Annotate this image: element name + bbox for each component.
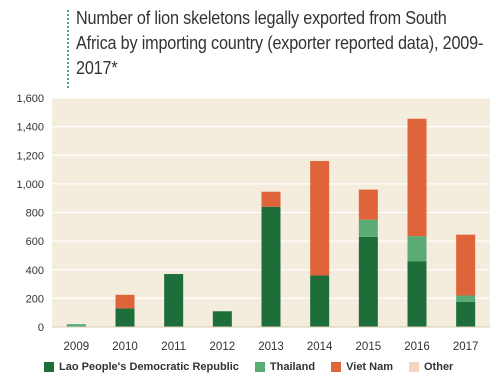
bar-segment (261, 206, 281, 327)
bar-segment (261, 191, 281, 207)
legend-item: Other (409, 361, 453, 373)
y-tick-label: 0 (38, 322, 44, 334)
bar-segment (358, 236, 378, 327)
legend-item: Viet Nam (331, 361, 393, 373)
bar-segment (456, 301, 476, 327)
y-tick-label: 800 (26, 208, 44, 220)
legend-swatch (409, 362, 419, 372)
x-tick-label: 2010 (112, 341, 138, 353)
bar-segment (66, 324, 86, 327)
legend-swatch (254, 362, 265, 372)
legend-swatch (44, 362, 54, 372)
bar-segment (212, 311, 232, 327)
y-tick-label: 1,200 (16, 150, 44, 162)
x-tick-label: 2014 (307, 341, 333, 353)
y-tick-label: 1,000 (16, 179, 44, 191)
y-tick-label: 1,400 (16, 122, 44, 134)
bar-segment (407, 236, 427, 262)
bar-segment (164, 274, 184, 327)
bar-segment (115, 308, 135, 327)
x-tick-label: 2009 (64, 341, 90, 353)
y-tick-label: 1,600 (16, 93, 44, 105)
legend-label: Other (424, 361, 454, 373)
chart-title: Number of lion skeletons legally exporte… (76, 8, 484, 78)
x-tick-label: 2011 (161, 341, 186, 353)
x-tick-label: 2012 (210, 341, 236, 353)
bar-segment (310, 275, 330, 327)
bar-segment (358, 189, 378, 220)
chart-title-block: Number of lion skeletons legally exporte… (67, 6, 490, 88)
legend-label: Lao People's Democratic Republic (59, 361, 239, 373)
y-tick-label: 600 (26, 236, 44, 248)
y-tick-label: 200 (26, 293, 44, 305)
bar-segment (115, 294, 135, 309)
title-accent-rule (67, 10, 69, 88)
y-tick-label: 400 (26, 265, 44, 277)
bar-segment (456, 234, 476, 296)
bar-segment (407, 118, 427, 237)
legend-label: Thailand (269, 361, 316, 373)
bar-segment (407, 261, 427, 327)
x-tick-label: 2013 (258, 341, 284, 353)
x-tick-label: 2016 (404, 341, 430, 353)
bar-segment (456, 295, 476, 302)
chart-legend: Lao People's Democratic Republic Thailand… (44, 361, 453, 373)
bar-segment (310, 160, 330, 276)
x-tick-label: 2017 (453, 341, 479, 353)
legend-swatch (331, 362, 342, 372)
bar-segment (358, 219, 378, 237)
legend-item: Lao People's Democratic Republic (44, 361, 239, 373)
legend-label: Viet Nam (346, 361, 393, 373)
legend-item: Thailand (254, 361, 316, 373)
x-tick-label: 2015 (356, 341, 382, 353)
